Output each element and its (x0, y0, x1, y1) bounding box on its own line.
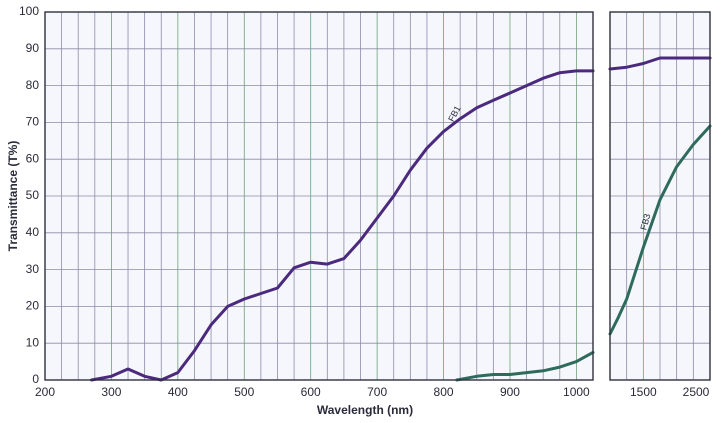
y-tick-label: 40 (26, 225, 40, 239)
x-tick-label: 500 (234, 385, 254, 399)
x-tick-label: 800 (434, 385, 454, 399)
y-tick-label: 10 (26, 335, 40, 349)
y-tick-label: 20 (26, 299, 40, 313)
y-tick-label: 100 (19, 4, 39, 18)
line (90, 69, 595, 382)
x-tick-label: 400 (168, 385, 188, 399)
y-tick-label: 80 (26, 78, 40, 92)
x-axis-label: Wavelength (nm) (317, 403, 413, 417)
y-tick-label: 70 (26, 115, 40, 129)
line (608, 124, 712, 336)
y-tick-label: 60 (26, 151, 40, 165)
y-tick-label: 50 (26, 188, 40, 202)
y-axis-label: Transmittance (T%) (6, 141, 20, 252)
x-tick-label: 600 (301, 385, 321, 399)
line (455, 350, 595, 382)
x-tick-label: 700 (367, 385, 387, 399)
x-tick-label: 1000 (563, 385, 590, 399)
series-label: FB3 (638, 213, 652, 232)
x-tick-label: 200 (35, 385, 55, 399)
line (608, 56, 712, 71)
x-tick-label: 300 (101, 385, 121, 399)
y-tick-label: 0 (32, 372, 39, 386)
y-tick-label: 90 (26, 41, 40, 55)
x-tick-label: 2500 (683, 385, 710, 399)
x-tick-label: 1500 (630, 385, 657, 399)
x-tick-label: 900 (500, 385, 520, 399)
plot-border (609, 11, 711, 381)
plot-border (44, 11, 594, 381)
y-tick-label: 30 (26, 262, 40, 276)
